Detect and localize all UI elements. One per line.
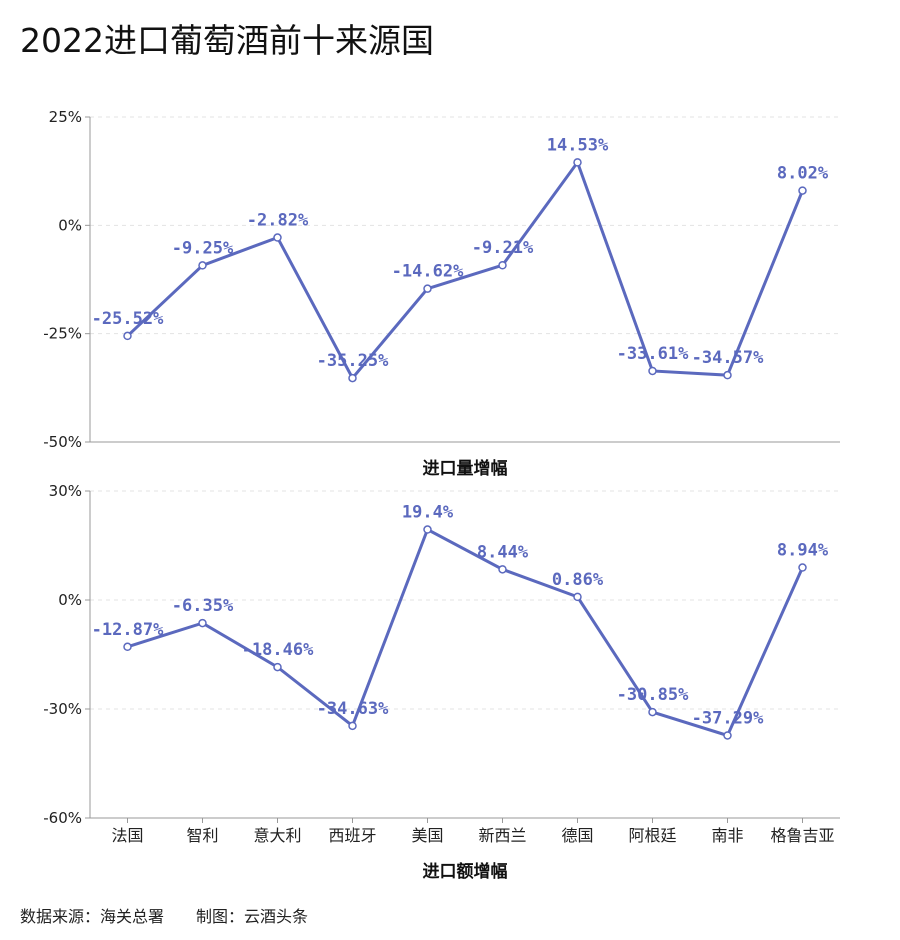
- data-label: -9.21%: [472, 238, 534, 258]
- data-label: -25.52%: [92, 309, 164, 329]
- data-point: [123, 642, 132, 652]
- data-point: [423, 284, 432, 293]
- data-point: [198, 261, 207, 270]
- y-tick-label: 25%: [49, 108, 82, 126]
- data-label: 8.02%: [777, 164, 829, 184]
- data-point: [798, 186, 807, 195]
- data-label: -12.87%: [92, 620, 164, 640]
- data-label: -34.63%: [317, 699, 389, 719]
- x-tick-label: 南非: [711, 826, 743, 845]
- line-chart: 25% 0% -25% -50% 进口量增幅 -25.52% -9.25% -2.82% -35…: [43, 108, 840, 882]
- x-tick-label: 意大利: [253, 826, 301, 845]
- x-tick-label: 格鲁吉亚: [770, 826, 834, 845]
- data-label: -6.35%: [172, 596, 234, 616]
- data-point: [273, 662, 282, 672]
- data-label: 8.94%: [777, 541, 829, 561]
- page-title: 2022进口葡萄酒前十来源国: [20, 21, 434, 60]
- x-tick-label: 德国: [561, 826, 593, 845]
- panel-title: 进口量增幅: [423, 458, 508, 479]
- data-label: -18.46%: [242, 640, 314, 660]
- x-tick-label: 阿根廷: [628, 826, 676, 845]
- x-tick-label: 美国: [411, 826, 443, 845]
- data-point: [348, 721, 357, 731]
- series-line: [126, 159, 804, 381]
- data-point: [123, 331, 132, 341]
- data-point: [723, 370, 732, 380]
- x-tick-label: 西班牙: [328, 826, 376, 845]
- data-point: [573, 158, 582, 167]
- y-tick-label: 0%: [58, 591, 82, 609]
- data-label: -35.25%: [317, 351, 389, 371]
- data-label: -34.57%: [692, 348, 764, 368]
- data-point: [498, 260, 507, 270]
- data-point: [423, 525, 432, 534]
- panel-title: 进口额增幅: [423, 861, 508, 882]
- x-tick-label: 法国: [111, 826, 143, 845]
- y-tick-label: -30%: [43, 700, 82, 718]
- data-point: [198, 618, 207, 628]
- data-label: -9.25%: [172, 238, 234, 258]
- series-line: [127, 527, 804, 738]
- data-point: [648, 366, 657, 376]
- data-point: [723, 731, 732, 740]
- data-label: -2.82%: [247, 211, 309, 231]
- data-label: 14.53%: [547, 135, 609, 155]
- y-tick-label: 0%: [58, 216, 82, 234]
- y-tick-label: -60%: [43, 809, 82, 827]
- data-point: [798, 563, 807, 572]
- data-label: -37.29%: [692, 708, 764, 728]
- y-tick-label: 30%: [49, 482, 82, 500]
- y-tick-label: -25%: [43, 325, 82, 343]
- data-point: [348, 373, 357, 383]
- data-point: [573, 592, 582, 602]
- data-label: -33.61%: [617, 344, 689, 364]
- data-label: 19.4%: [402, 503, 454, 523]
- data-label: -30.85%: [617, 685, 689, 705]
- data-point: [498, 565, 507, 574]
- data-point: [648, 707, 657, 717]
- x-tick-label: 智利: [186, 826, 218, 845]
- data-label: 0.86%: [552, 570, 604, 590]
- source-note: 数据来源：海关总署 制图：云酒头条: [20, 907, 309, 926]
- data-label: -14.62%: [392, 262, 464, 282]
- data-label: 8.44%: [477, 542, 529, 562]
- y-tick-label: -50%: [43, 433, 82, 451]
- data-point: [273, 233, 282, 242]
- x-tick-label: 新西兰: [478, 826, 526, 845]
